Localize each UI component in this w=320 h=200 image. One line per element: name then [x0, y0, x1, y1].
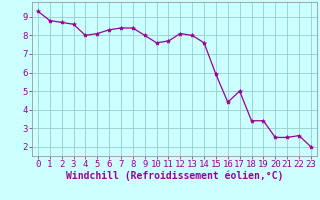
X-axis label: Windchill (Refroidissement éolien,°C): Windchill (Refroidissement éolien,°C)	[66, 171, 283, 181]
